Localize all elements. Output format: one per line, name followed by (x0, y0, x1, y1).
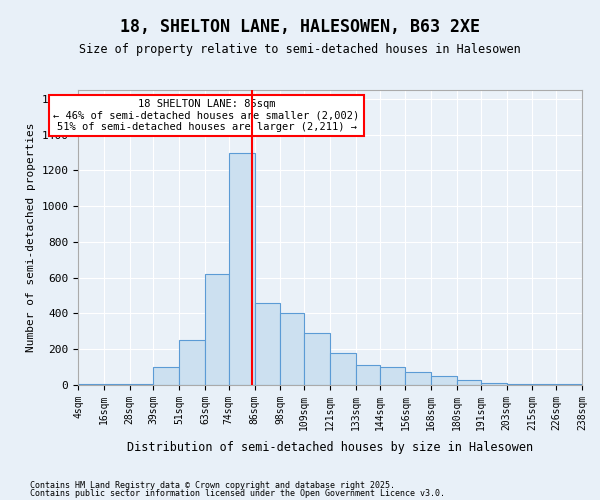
Text: 18 SHELTON LANE: 85sqm
← 46% of semi-detached houses are smaller (2,002)
51% of : 18 SHELTON LANE: 85sqm ← 46% of semi-det… (53, 99, 359, 132)
Bar (280, 314, 304, 385)
Text: 18, SHELTON LANE, HALESOWEN, B63 2XE: 18, SHELTON LANE, HALESOWEN, B63 2XE (120, 18, 480, 36)
Bar (78, 384, 104, 385)
Bar (506, 384, 532, 385)
Bar (406, 372, 431, 385)
Bar (380, 367, 406, 385)
Bar (104, 384, 130, 385)
Bar (556, 384, 582, 385)
Y-axis label: Number of semi-detached properties: Number of semi-detached properties (26, 122, 36, 352)
Bar (330, 353, 356, 385)
Bar (179, 340, 205, 385)
Bar (481, 383, 506, 385)
Bar (532, 384, 556, 385)
Bar (356, 366, 380, 385)
Bar (130, 384, 154, 385)
Text: Contains HM Land Registry data © Crown copyright and database right 2025.: Contains HM Land Registry data © Crown c… (30, 480, 395, 490)
X-axis label: Distribution of semi-detached houses by size in Halesowen: Distribution of semi-detached houses by … (127, 441, 533, 454)
Bar (229, 152, 254, 385)
Bar (205, 274, 229, 385)
Text: Size of property relative to semi-detached houses in Halesowen: Size of property relative to semi-detach… (79, 42, 521, 56)
Text: Contains public sector information licensed under the Open Government Licence v3: Contains public sector information licen… (30, 489, 445, 498)
Bar (431, 376, 457, 385)
Bar (254, 303, 280, 385)
Bar (304, 333, 330, 385)
Bar (154, 367, 179, 385)
Bar (457, 380, 481, 385)
